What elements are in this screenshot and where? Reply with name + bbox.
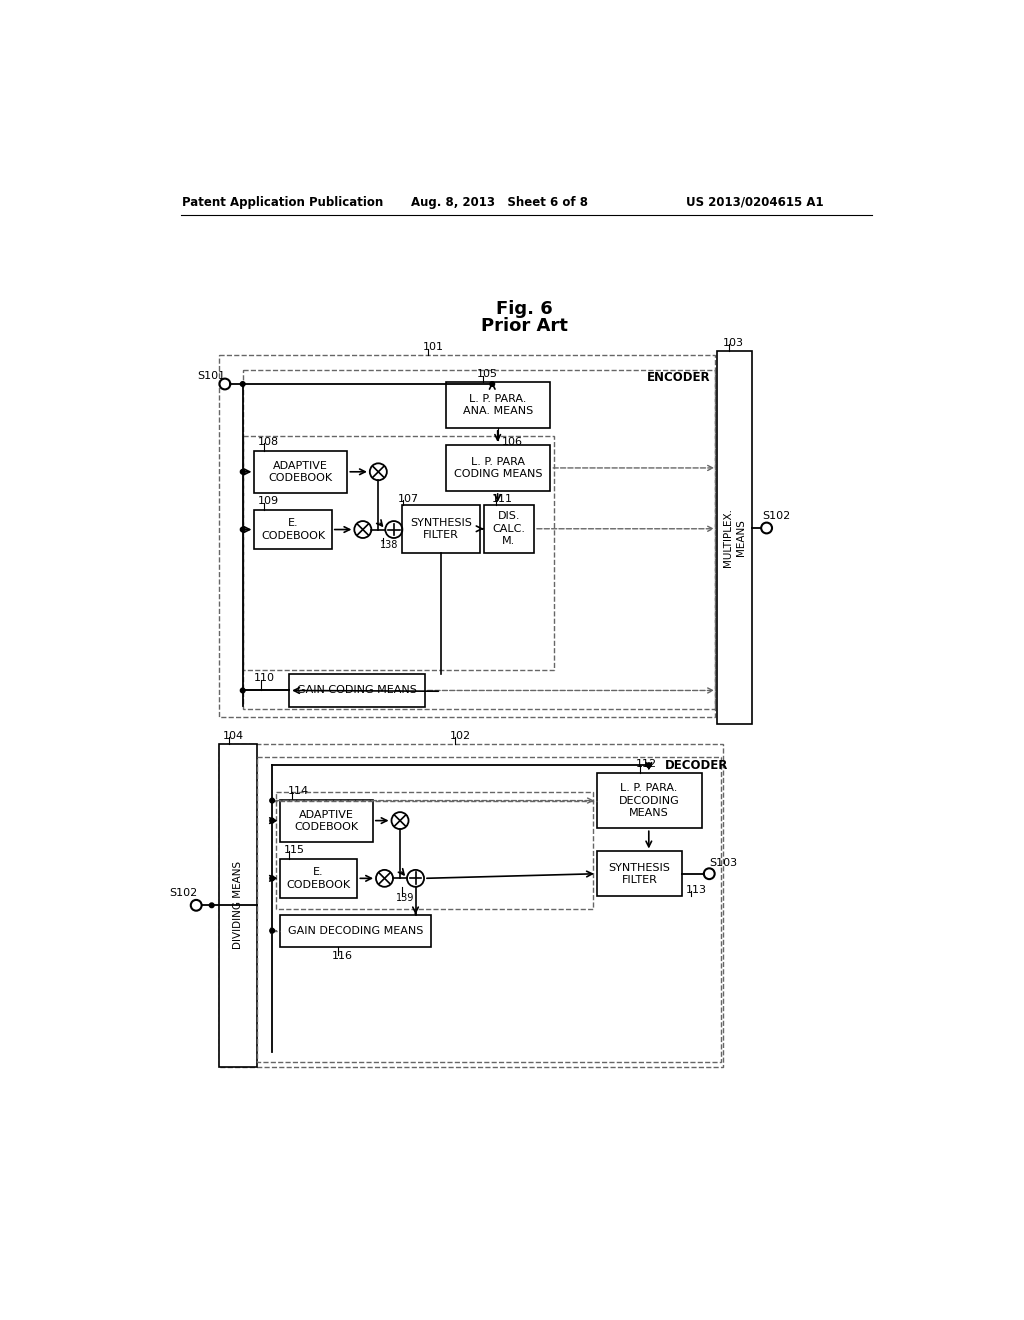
Text: ENCODER: ENCODER	[647, 371, 711, 384]
Text: 110: 110	[254, 673, 275, 684]
Text: MULTIPLEX.
MEANS: MULTIPLEX. MEANS	[723, 508, 745, 568]
Circle shape	[209, 903, 214, 908]
Text: GAIN DECODING MEANS: GAIN DECODING MEANS	[288, 925, 423, 936]
Bar	[219, 355, 716, 717]
Circle shape	[270, 799, 274, 803]
Bar	[219, 743, 723, 1067]
Text: Fig. 6: Fig. 6	[497, 300, 553, 318]
Text: 104: 104	[223, 731, 245, 741]
Circle shape	[270, 818, 274, 822]
Bar	[597, 774, 701, 829]
Text: 138: 138	[380, 540, 398, 550]
Bar	[276, 792, 593, 909]
Bar	[280, 800, 373, 842]
Bar	[254, 451, 347, 494]
Bar	[402, 506, 480, 553]
Circle shape	[646, 763, 651, 767]
Text: E.
CODEBOOK: E. CODEBOOK	[261, 519, 326, 541]
Text: 105: 105	[477, 370, 498, 379]
Text: 106: 106	[502, 437, 522, 446]
Text: L. P. PARA.
ANA. MEANS: L. P. PARA. ANA. MEANS	[463, 393, 534, 416]
Circle shape	[241, 527, 245, 532]
Bar	[243, 370, 716, 709]
Circle shape	[241, 381, 245, 387]
Bar	[219, 743, 257, 1067]
Text: 115: 115	[284, 845, 305, 855]
Text: GAIN CODING MEANS: GAIN CODING MEANS	[297, 685, 417, 696]
Text: 116: 116	[332, 952, 353, 961]
Bar	[483, 506, 535, 553]
Text: S103: S103	[710, 858, 737, 869]
Circle shape	[270, 876, 274, 880]
Text: 112: 112	[636, 759, 656, 768]
Text: S102: S102	[763, 511, 791, 520]
Text: S101: S101	[198, 371, 226, 381]
Text: 111: 111	[492, 494, 512, 504]
Bar	[597, 851, 682, 896]
Text: DIVIDING MEANS: DIVIDING MEANS	[233, 861, 243, 949]
Circle shape	[241, 688, 245, 693]
Bar	[445, 445, 550, 491]
Text: 107: 107	[397, 494, 419, 504]
Bar	[280, 859, 357, 898]
Bar	[243, 436, 554, 671]
Text: DECODER: DECODER	[665, 759, 728, 772]
Text: L. P. PARA.
DECODING
MEANS: L. P. PARA. DECODING MEANS	[618, 783, 680, 818]
Circle shape	[241, 470, 245, 474]
Text: Aug. 8, 2013   Sheet 6 of 8: Aug. 8, 2013 Sheet 6 of 8	[411, 195, 588, 209]
Text: 139: 139	[396, 892, 415, 903]
Text: Patent Application Publication: Patent Application Publication	[182, 195, 384, 209]
Text: 114: 114	[288, 785, 309, 796]
Text: 102: 102	[450, 731, 471, 741]
Text: ADAPTIVE
CODEBOOK: ADAPTIVE CODEBOOK	[268, 461, 333, 483]
Text: SYNTHESIS
FILTER: SYNTHESIS FILTER	[411, 517, 472, 540]
Text: 103: 103	[723, 338, 744, 348]
Circle shape	[270, 928, 274, 933]
Bar	[289, 675, 425, 706]
Bar	[280, 915, 431, 946]
Bar	[445, 381, 550, 428]
Text: 109: 109	[258, 496, 280, 506]
Text: SYNTHESIS
FILTER: SYNTHESIS FILTER	[608, 862, 671, 884]
Text: ADAPTIVE
CODEBOOK: ADAPTIVE CODEBOOK	[294, 809, 358, 832]
Bar	[254, 511, 332, 549]
Text: DIS.
CALC.
M.: DIS. CALC. M.	[493, 511, 525, 546]
Text: 113: 113	[686, 884, 707, 895]
Circle shape	[489, 381, 495, 387]
Bar	[257, 758, 721, 1061]
Text: 108: 108	[258, 437, 280, 446]
Text: Prior Art: Prior Art	[481, 317, 568, 335]
Text: US 2013/0204615 A1: US 2013/0204615 A1	[686, 195, 823, 209]
Text: E.
CODEBOOK: E. CODEBOOK	[287, 867, 350, 890]
Text: 101: 101	[423, 342, 443, 352]
Text: S102: S102	[169, 888, 198, 898]
Bar	[717, 351, 752, 725]
Text: L. P. PARA
CODING MEANS: L. P. PARA CODING MEANS	[454, 457, 543, 479]
